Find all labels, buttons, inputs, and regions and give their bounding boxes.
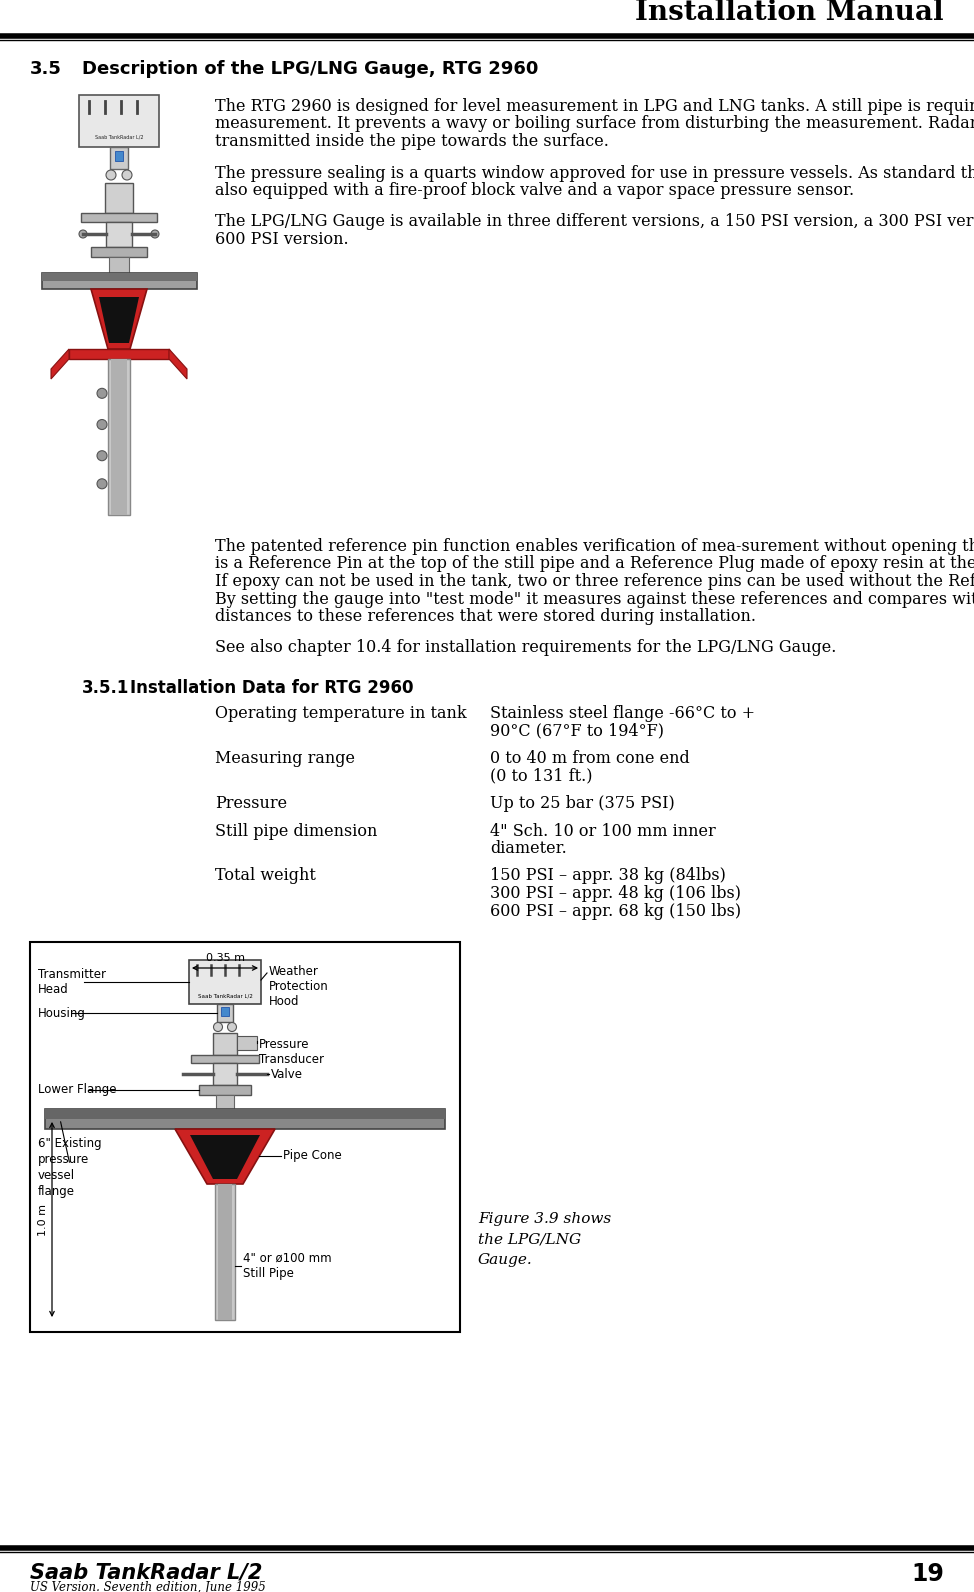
Bar [189,960,261,1005]
Circle shape [97,451,107,460]
Text: 90°C (67°F to 194°F): 90°C (67°F to 194°F) [490,723,664,740]
Circle shape [122,170,132,180]
Text: transmitted inside the pipe towards the surface.: transmitted inside the pipe towards the … [215,134,609,150]
Bar [106,221,132,247]
Text: (0 to 131 ft.): (0 to 131 ft.) [490,767,592,785]
Text: Valve: Valve [271,1068,303,1081]
Polygon shape [190,1135,260,1180]
Bar [30,942,460,1333]
Text: See also chapter 10.4 for installation requirements for the LPG/LNG Gauge.: See also chapter 10.4 for installation r… [215,640,837,656]
Text: 300 PSI – appr. 48 kg (106 lbs): 300 PSI – appr. 48 kg (106 lbs) [490,885,741,903]
Bar [42,272,197,282]
Bar [109,256,129,272]
Bar [115,151,123,161]
Bar [216,1095,234,1110]
Text: 150 PSI – appr. 38 kg (84lbs): 150 PSI – appr. 38 kg (84lbs) [490,868,726,885]
Circle shape [97,388,107,398]
Bar [213,1033,237,1055]
Bar [218,1184,232,1320]
Text: Total weight: Total weight [215,868,316,885]
Text: Pressure
Transducer: Pressure Transducer [259,1038,324,1067]
Text: 0 to 40 m from cone end: 0 to 40 m from cone end [490,750,690,767]
Circle shape [97,479,107,489]
Text: 19: 19 [911,1562,944,1586]
Bar [42,272,197,290]
Text: is a Reference Pin at the top of the still pipe and a Reference Plug made of epo: is a Reference Pin at the top of the sti… [215,556,974,573]
Text: Still pipe dimension: Still pipe dimension [215,823,377,839]
Bar [69,349,169,360]
Text: Saab TankRadar L/2: Saab TankRadar L/2 [198,993,252,998]
Bar [221,1008,229,1016]
Text: If epoxy can not be used in the tank, two or three reference pins can be used wi: If epoxy can not be used in the tank, tw… [215,573,974,591]
Text: Description of the LPG/LNG Gauge, RTG 2960: Description of the LPG/LNG Gauge, RTG 29… [82,60,539,78]
Text: 6" Existing
pressure
vessel
flange: 6" Existing pressure vessel flange [38,1137,101,1199]
Text: Up to 25 bar (375 PSI): Up to 25 bar (375 PSI) [490,794,675,812]
Polygon shape [91,290,147,349]
Text: Operating temperature in tank: Operating temperature in tank [215,705,467,723]
Bar [215,1184,235,1320]
Bar [213,1063,237,1086]
Text: Measuring range: Measuring range [215,750,355,767]
Text: measurement. It prevents a wavy or boiling surface from disturbing the measureme: measurement. It prevents a wavy or boili… [215,116,974,132]
Text: Figure 3.9 shows
the LPG/LNG
Gauge.: Figure 3.9 shows the LPG/LNG Gauge. [478,1212,612,1267]
Text: Pressure: Pressure [215,794,287,812]
Text: 4" Sch. 10 or 100 mm inner: 4" Sch. 10 or 100 mm inner [490,823,716,839]
Text: 4" or ø100 mm
Still Pipe: 4" or ø100 mm Still Pipe [243,1251,331,1280]
Bar [79,96,159,146]
Circle shape [213,1022,222,1032]
Polygon shape [175,1129,275,1184]
Text: 0.35 m: 0.35 m [206,954,244,963]
Text: Weather
Protection
Hood: Weather Protection Hood [269,965,329,1008]
Text: Saab TankRadar L/2: Saab TankRadar L/2 [94,134,143,140]
Text: Saab TankRadar L/2: Saab TankRadar L/2 [30,1562,262,1582]
Bar [111,360,127,514]
Text: 600 PSI version.: 600 PSI version. [215,231,349,248]
Bar [108,360,130,514]
Circle shape [228,1022,237,1032]
Text: Pipe Cone: Pipe Cone [283,1149,342,1162]
Text: Transmitter
Head: Transmitter Head [38,968,106,997]
Text: Installation Manual: Installation Manual [635,0,944,25]
Text: diameter.: diameter. [490,841,567,856]
Text: distances to these references that were stored during installation.: distances to these references that were … [215,608,756,626]
Circle shape [79,229,87,237]
Text: US Version. Seventh edition, June 1995: US Version. Seventh edition, June 1995 [30,1581,266,1592]
Text: 3.5: 3.5 [30,60,62,78]
Text: The LPG/LNG Gauge is available in three different versions, a 150 PSI version, a: The LPG/LNG Gauge is available in three … [215,213,974,231]
Bar [191,1055,259,1063]
Bar [237,1036,257,1051]
Text: 1.0 m: 1.0 m [38,1204,48,1235]
Text: By setting the gauge into "test mode" it measures against these references and c: By setting the gauge into "test mode" it… [215,591,974,608]
Bar [45,1110,445,1129]
Bar [91,247,147,256]
Bar [217,1005,233,1022]
Text: Stainless steel flange -66°C to +: Stainless steel flange -66°C to + [490,705,755,723]
Bar [81,213,157,221]
Text: also equipped with a fire-proof block valve and a vapor space pressure sensor.: also equipped with a fire-proof block va… [215,181,854,199]
Bar [105,183,133,213]
Text: Housing: Housing [38,1006,86,1019]
Text: The pressure sealing is a quarts window approved for use in pressure vessels. As: The pressure sealing is a quarts window … [215,164,974,181]
Circle shape [97,420,107,430]
Text: Installation Data for RTG 2960: Installation Data for RTG 2960 [130,680,414,697]
Bar [199,1086,251,1095]
Text: 600 PSI – appr. 68 kg (150 lbs): 600 PSI – appr. 68 kg (150 lbs) [490,903,741,920]
Text: Lower Flange: Lower Flange [38,1084,117,1097]
Polygon shape [99,298,139,342]
Text: The patented reference pin function enables verification of mea-surement without: The patented reference pin function enab… [215,538,974,556]
Polygon shape [169,349,187,379]
Text: The RTG 2960 is designed for level measurement in LPG and LNG tanks. A still pip: The RTG 2960 is designed for level measu… [215,99,974,115]
Circle shape [106,170,116,180]
Text: 3.5.1: 3.5.1 [82,680,130,697]
Polygon shape [51,349,69,379]
Circle shape [151,229,159,237]
Bar [45,1110,445,1119]
Bar [110,146,128,169]
